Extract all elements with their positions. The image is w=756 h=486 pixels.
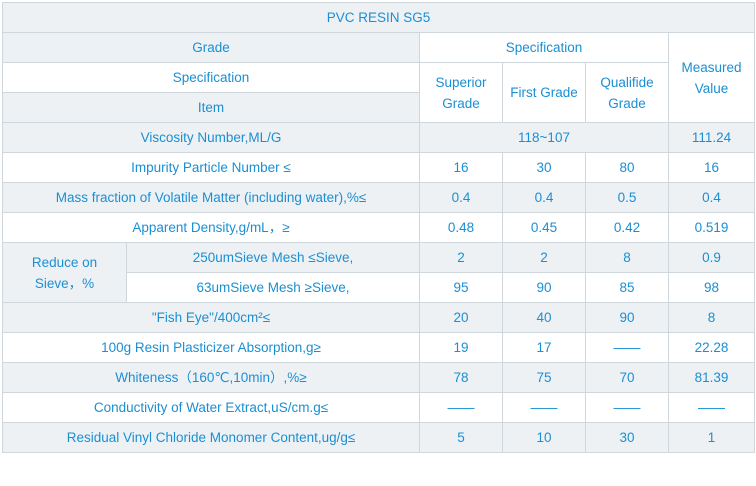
- table-row: Conductivity of Water Extract,uS/cm.g≤ —…: [2, 392, 756, 423]
- row-label: 250umSieve Mesh ≤Sieve,: [126, 242, 420, 273]
- cell-measured: 0.9: [667, 242, 756, 273]
- cell-first: ——: [502, 392, 586, 423]
- viscosity-label: Viscosity Number,ML/G: [2, 122, 420, 153]
- table-row: Impurity Particle Number ≤ 16 30 80 16: [2, 152, 756, 183]
- row-label: 63umSieve Mesh ≥Sieve,: [126, 272, 420, 303]
- cell-qualified: 0.42: [585, 212, 669, 243]
- header-measured-value: Measured Value: [667, 32, 756, 123]
- sieve-row: Reduce on Sieve，% 250umSieve Mesh ≤Sieve…: [2, 242, 756, 303]
- table-title: PVC RESIN SG5: [1, 2, 756, 33]
- cell-superior: 2: [419, 242, 503, 273]
- cell-superior: 78: [419, 362, 503, 393]
- table-row: Whiteness（160℃,10min）,%≥ 78 75 70 81.39: [2, 362, 756, 393]
- cell-measured: 0.4: [667, 182, 756, 213]
- cell-superior: 19: [419, 332, 503, 363]
- table-row: "Fish Eye"/400cm²≤ 20 40 90 8: [2, 302, 756, 333]
- header-grade: Grade: [2, 32, 420, 63]
- cell-first: 75: [502, 362, 586, 393]
- cell-qualified: 8: [585, 242, 669, 273]
- cell-measured: 16: [667, 152, 756, 183]
- cell-superior: 20: [419, 302, 503, 333]
- table-row: 100g Resin Plasticizer Absorption,g≥ 19 …: [2, 332, 756, 363]
- title-row: PVC RESIN SG5: [1, 2, 756, 33]
- row-label: Whiteness（160℃,10min）,%≥: [2, 362, 420, 393]
- cell-measured: 8: [667, 302, 756, 333]
- header-item: Item: [2, 92, 420, 123]
- header-row-1: Grade Specification Measured Value: [2, 32, 756, 123]
- header-first-grade: First Grade: [502, 62, 586, 123]
- cell-qualified: 0.5: [585, 182, 669, 213]
- cell-qualified: ——: [585, 392, 669, 423]
- cell-measured: ——: [667, 392, 756, 423]
- cell-measured: 81.39: [667, 362, 756, 393]
- viscosity-row: Viscosity Number,ML/G 118~107 111.24: [2, 122, 756, 153]
- cell-measured: 0.519: [667, 212, 756, 243]
- row-label: Impurity Particle Number ≤: [2, 152, 420, 183]
- cell-qualified: 85: [585, 272, 669, 303]
- cell-measured: 98: [667, 272, 756, 303]
- header-qualified-grade: Qualifide Grade: [585, 62, 669, 123]
- header-specification: Specification: [2, 62, 420, 93]
- header-specification-group: Specification: [419, 32, 669, 63]
- cell-first: 30: [502, 152, 586, 183]
- table-row: Mass fraction of Volatile Matter (includ…: [2, 182, 756, 213]
- cell-qualified: 70: [585, 362, 669, 393]
- cell-first: 90: [502, 272, 586, 303]
- cell-first: 10: [502, 422, 586, 453]
- cell-qualified: 80: [585, 152, 669, 183]
- sieve-row: 63umSieve Mesh ≥Sieve, 95 90 85 98: [3, 272, 756, 303]
- row-label: Apparent Density,g/mL，≥: [2, 212, 420, 243]
- cell-superior: 5: [419, 422, 503, 453]
- cell-first: 2: [502, 242, 586, 273]
- cell-superior: 95: [419, 272, 503, 303]
- cell-qualified: 90: [585, 302, 669, 333]
- viscosity-measured: 111.24: [667, 122, 756, 153]
- cell-qualified: ——: [585, 332, 669, 363]
- cell-first: 0.45: [502, 212, 586, 243]
- cell-qualified: 30: [585, 422, 669, 453]
- cell-superior: 0.48: [419, 212, 503, 243]
- sieve-group-label: Reduce on Sieve，%: [2, 242, 127, 303]
- header-superior-grade: Superior Grade: [419, 62, 503, 123]
- cell-superior: ——: [419, 392, 503, 423]
- cell-first: 17: [502, 332, 586, 363]
- table-row: Residual Vinyl Chloride Monomer Content,…: [2, 422, 756, 453]
- viscosity-range: 118~107: [419, 122, 669, 153]
- table-row: Apparent Density,g/mL，≥ 0.48 0.45 0.42 0…: [2, 212, 756, 243]
- cell-superior: 16: [419, 152, 503, 183]
- row-label: Residual Vinyl Chloride Monomer Content,…: [2, 422, 420, 453]
- header-row-3: Item: [2, 92, 755, 123]
- cell-superior: 0.4: [419, 182, 503, 213]
- cell-first: 40: [502, 302, 586, 333]
- spec-table: PVC RESIN SG5 Grade Specification Measur…: [1, 2, 756, 453]
- row-label: "Fish Eye"/400cm²≤: [2, 302, 420, 333]
- cell-measured: 1: [667, 422, 756, 453]
- header-row-2: Specification Superior Grade First Grade…: [2, 62, 755, 123]
- row-label: 100g Resin Plasticizer Absorption,g≥: [2, 332, 420, 363]
- cell-first: 0.4: [502, 182, 586, 213]
- cell-measured: 22.28: [667, 332, 756, 363]
- row-label: Mass fraction of Volatile Matter (includ…: [2, 182, 420, 213]
- row-label: Conductivity of Water Extract,uS/cm.g≤: [2, 392, 420, 423]
